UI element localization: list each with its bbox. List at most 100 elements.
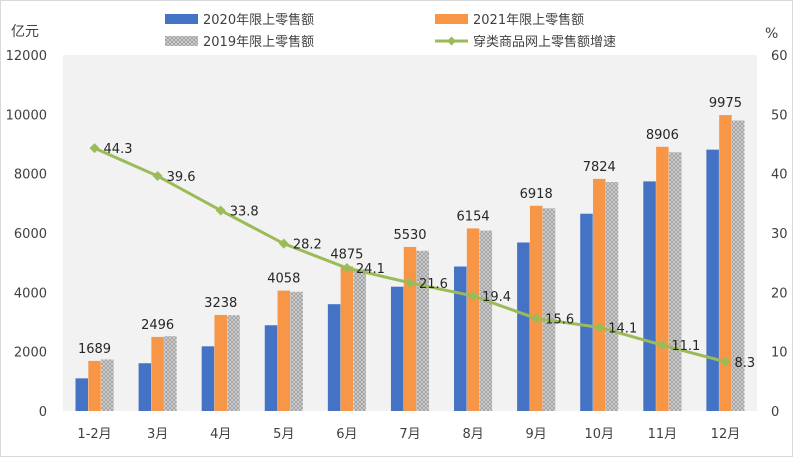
line-series-group [89, 143, 731, 367]
growth-marker-3 [278, 238, 289, 249]
line-data-label-3: 28.2 [293, 238, 322, 253]
bar-data-label-4: 4875 [330, 247, 363, 262]
bar-data-label-3: 4058 [267, 272, 300, 287]
bar-data-label-2: 3238 [204, 296, 237, 311]
bar-2019-10 [732, 120, 745, 411]
bar-2019-1 [164, 336, 177, 411]
y-right-tick-4: 40 [771, 168, 788, 183]
line-data-label-5: 21.6 [419, 277, 448, 292]
x-tick-label-10: 12月 [711, 427, 741, 442]
bar-2020-4 [327, 304, 341, 411]
y-left-tick-6: 12000 [6, 49, 47, 64]
y-right-tick-1: 10 [771, 346, 788, 361]
growth-marker-9 [657, 340, 668, 351]
legend-marker-3 [447, 36, 456, 46]
bar-2019-8 [605, 181, 619, 411]
bar-2021-5 [403, 246, 417, 411]
legend-label-3: 穿类商品网上零售额增速 [473, 34, 616, 50]
line-data-label-8: 14.1 [608, 321, 637, 336]
y-right-tick-3: 30 [771, 227, 788, 242]
bar-2021-2 [214, 314, 227, 411]
x-tick-label-2: 4月 [210, 427, 231, 442]
bar-2019-7 [542, 208, 556, 411]
line-data-label-2: 33.8 [230, 204, 259, 219]
legend-label-1: 2021年限上零售额 [473, 12, 584, 28]
bar-2021-4 [340, 266, 354, 412]
x-tick-label-6: 8月 [462, 427, 483, 442]
bar-2020-5 [390, 286, 404, 411]
y-left-tick-4: 8000 [14, 168, 47, 183]
growth-marker-1 [152, 171, 163, 182]
bar-data-label-0: 1689 [78, 342, 111, 357]
bar-2021-9 [656, 146, 669, 412]
x-tick-label-4: 6月 [336, 427, 357, 442]
legend-swatch-0 [165, 14, 198, 24]
bar-data-label-7: 6918 [520, 187, 553, 202]
bar-2021-1 [151, 336, 164, 411]
bar-2020-1 [138, 363, 152, 411]
bar-2020-6 [454, 266, 467, 411]
growth-marker-8 [594, 322, 605, 333]
bar-data-label-1: 2496 [141, 318, 174, 333]
line-data-label-9: 11.1 [671, 339, 700, 354]
x-tick-label-9: 11月 [648, 427, 678, 442]
bar-2021-8 [593, 178, 606, 411]
bar-2020-10 [706, 149, 719, 411]
y-left-tick-5: 10000 [6, 108, 47, 123]
bar-data-label-10: 9975 [709, 96, 742, 111]
line-data-label-6: 19.4 [482, 290, 511, 305]
bar-2021-0 [88, 360, 101, 411]
line-data-label-0: 44.3 [104, 142, 133, 157]
bar-series-group [75, 115, 745, 412]
bar-2019-6 [479, 230, 493, 411]
x-tick-label-1: 3月 [147, 427, 168, 442]
bar-2020-9 [643, 181, 656, 411]
line-data-label-4: 24.1 [356, 262, 385, 277]
bar-2021-7 [529, 205, 543, 411]
bar-2020-3 [264, 325, 278, 411]
bar-2020-8 [580, 213, 593, 411]
legend-swatch-1 [435, 14, 468, 24]
growth-marker-10 [720, 356, 731, 367]
growth-marker-6 [468, 290, 479, 301]
line-data-label-7: 15.6 [545, 312, 574, 327]
bar-2021-6 [466, 228, 480, 411]
x-tick-label-8: 10月 [584, 427, 614, 442]
bar-2019-4 [353, 269, 366, 411]
bar-2019-5 [416, 250, 430, 411]
x-tick-label-5: 7月 [399, 427, 420, 442]
legend: 2020年限上零售额 2021年限上零售额 2019年限上零售额 穿类商品网上零售额增… [165, 12, 616, 50]
bar-2019-0 [101, 359, 114, 411]
y-right-axis-label: % [765, 26, 778, 42]
bar-data-label-6: 6154 [457, 209, 490, 224]
y-right-tick-5: 50 [771, 108, 788, 123]
x-tick-label-7: 9月 [526, 427, 547, 442]
y-left-tick-1: 2000 [14, 346, 47, 361]
bar-data-label-8: 7824 [583, 160, 616, 175]
bar-2021-3 [277, 290, 291, 411]
legend-label-0: 2020年限上零售额 [203, 12, 314, 28]
bar-2020-0 [75, 378, 88, 411]
bar-2020-2 [201, 346, 215, 411]
x-tick-label-0: 1-2月 [77, 427, 111, 442]
bar-2019-9 [668, 152, 682, 411]
line-data-label-1: 39.6 [167, 170, 196, 185]
legend-label-2: 2019年限上零售额 [203, 34, 314, 50]
bar-2021-10 [719, 115, 732, 411]
growth-marker-2 [215, 205, 226, 216]
y-right-tick-2: 20 [771, 286, 788, 301]
y-left-tick-2: 4000 [14, 286, 47, 301]
bar-data-label-5: 5530 [393, 228, 426, 243]
y-left-tick-3: 6000 [14, 227, 47, 242]
growth-marker-0 [89, 143, 100, 154]
y-left-tick-0: 0 [39, 405, 47, 420]
y-right-tick-0: 0 [771, 405, 779, 420]
bar-2019-2 [227, 315, 240, 411]
bar-2019-3 [290, 291, 303, 411]
growth-marker-7 [531, 313, 542, 324]
legend-swatch-2 [165, 36, 198, 46]
data-labels-group: 1689 2496 3238 4058 4875 5530 6154 6918 7824 8906… [78, 96, 755, 371]
x-tick-label-3: 5月 [273, 427, 294, 442]
axes-group: 1-2月 3月 4月 5月 6月 7月 8月 9月 10月 11月 12月 0 2000 4000 6000… [6, 24, 788, 442]
